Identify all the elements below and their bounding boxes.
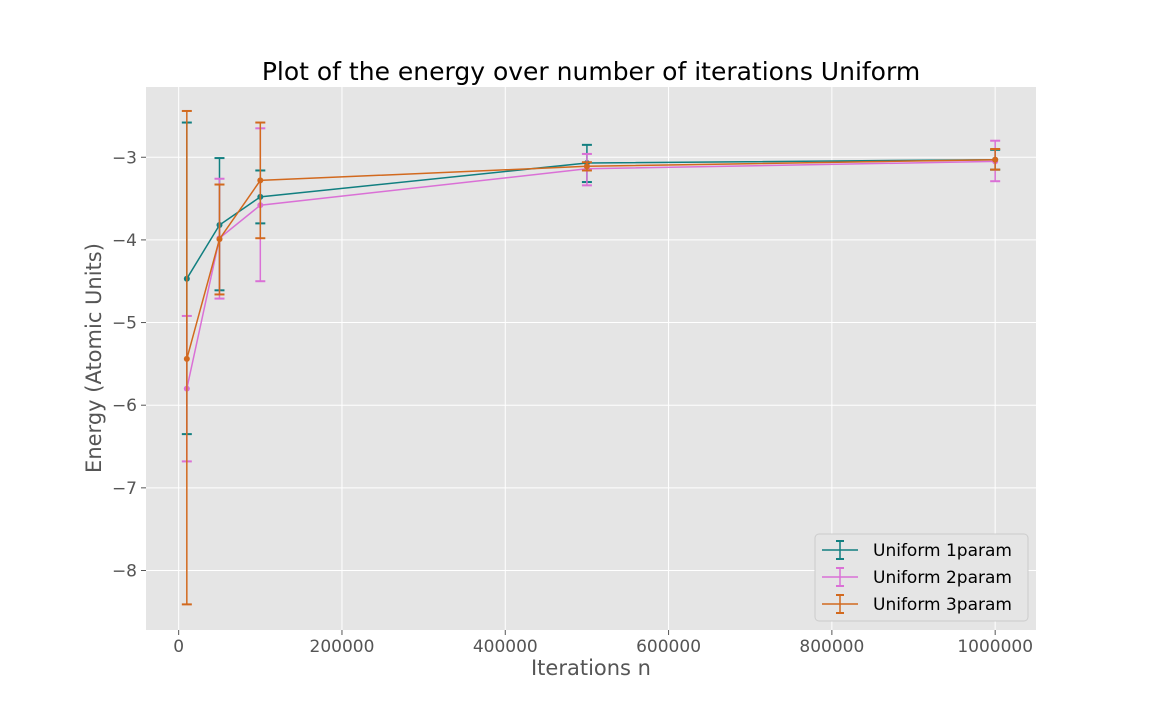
legend-label: Uniform 3param xyxy=(873,595,1012,615)
x-tick-label: 400000 xyxy=(473,637,538,657)
legend-entry-3: Uniform 3param xyxy=(822,594,1012,615)
data-point xyxy=(183,355,190,362)
x-tick-label: 600000 xyxy=(636,637,701,657)
data-point xyxy=(992,156,999,163)
x-tick-label: 800000 xyxy=(799,637,864,657)
legend-box xyxy=(814,533,1029,622)
legend-label: Uniform 1param xyxy=(873,541,1012,561)
series-group xyxy=(181,109,1001,606)
y-axis-label: Energy (Atomic Units) xyxy=(82,243,106,473)
x-tick-label: 0 xyxy=(173,637,184,657)
legend-entry-2: Uniform 2param xyxy=(822,567,1012,588)
legend-label: Uniform 2param xyxy=(873,568,1012,588)
y-tick-label: −3 xyxy=(112,148,137,168)
y-tick-label: −5 xyxy=(112,314,137,334)
x-axis-label: Iterations n xyxy=(531,656,651,680)
x-tick-label: 1000000 xyxy=(957,637,1033,657)
chart-title: Plot of the energy over number of iterat… xyxy=(262,57,920,86)
y-tick-label: −8 xyxy=(112,561,137,581)
y-tick-label: −6 xyxy=(112,396,137,416)
y-tick-label: −4 xyxy=(112,231,137,251)
data-point xyxy=(583,163,590,170)
data-point xyxy=(216,236,223,243)
series-3 xyxy=(181,109,1001,606)
legend-entry-1: Uniform 1param xyxy=(822,540,1012,561)
y-tick-label: −7 xyxy=(112,479,137,499)
tick-group: 0 200000 400000 600000 800000 1000000 −8 −7 −6 −5… xyxy=(112,148,1033,657)
data-point xyxy=(257,177,264,184)
legend: Uniform 1param Uniform 2param Uniform 3par… xyxy=(814,533,1029,622)
x-tick-label: 200000 xyxy=(310,637,375,657)
